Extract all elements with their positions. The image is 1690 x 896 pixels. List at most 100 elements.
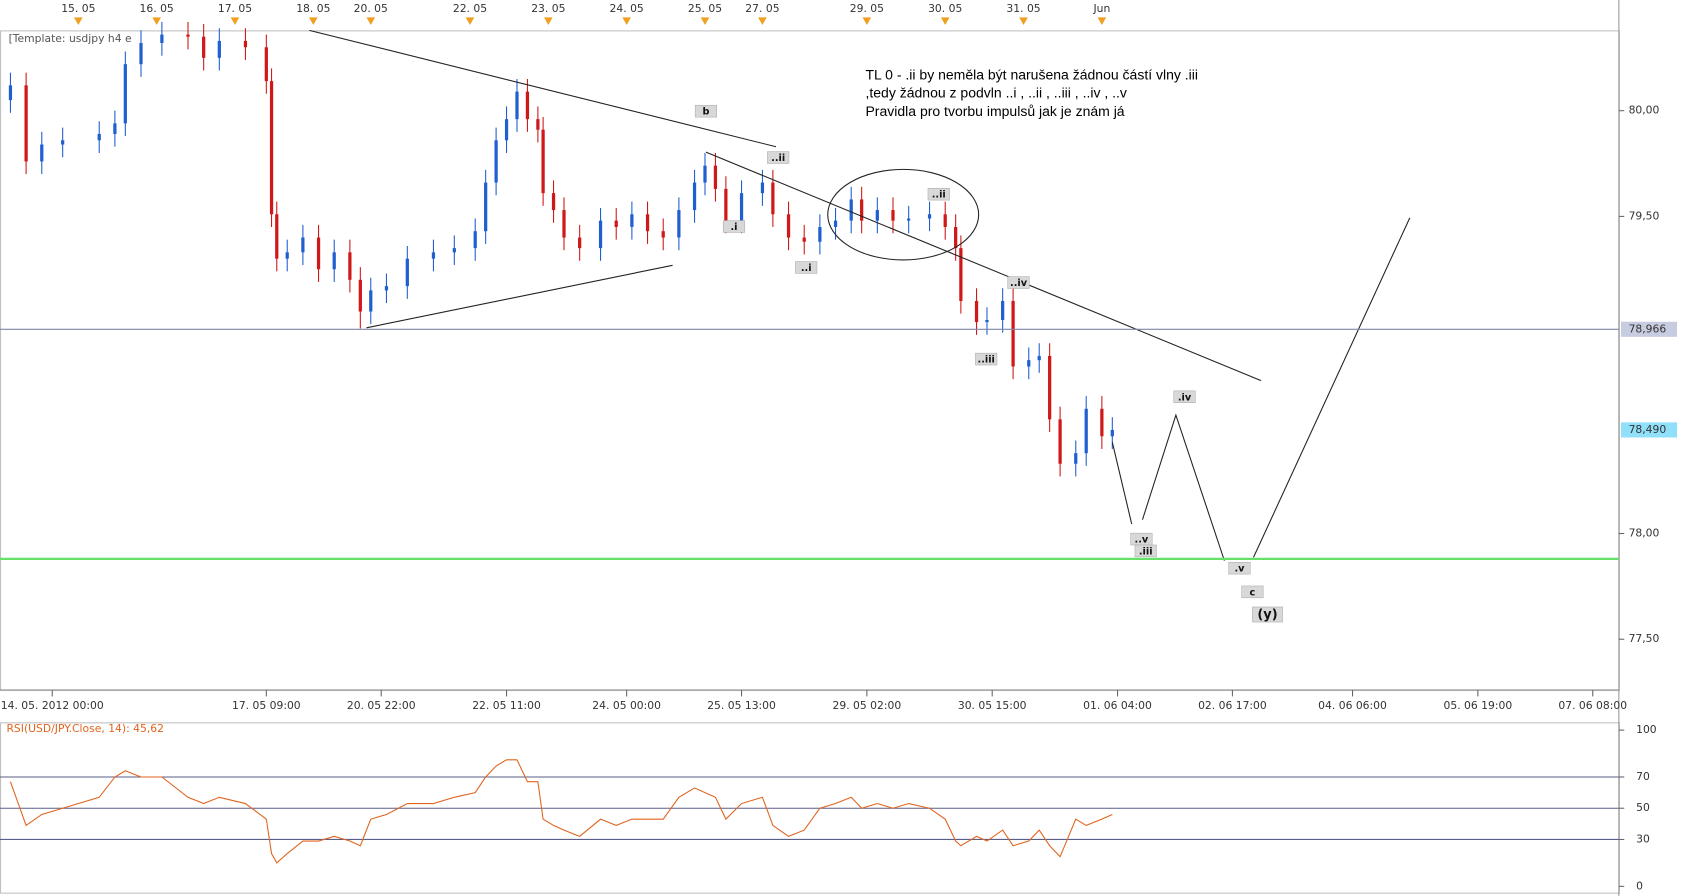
day-marker (1097, 17, 1107, 25)
candle-body (802, 237, 806, 242)
day-marker (940, 17, 950, 25)
candle-body (316, 237, 321, 270)
x-tick-label: 14. 05. 2012 00:00 (1, 699, 104, 712)
wave-label: .i (730, 222, 737, 233)
day-marker-label: 23. 05 (531, 2, 565, 15)
candle-body (562, 210, 566, 238)
candle-body (551, 193, 556, 211)
candle-body (1058, 419, 1062, 464)
candle-body (760, 182, 765, 194)
candle-body (160, 34, 164, 44)
price-box (1621, 321, 1678, 337)
day-marker-label: 22. 05 (453, 2, 487, 15)
candle-body (645, 214, 650, 232)
candle-body (959, 248, 963, 301)
x-tick-label: 30. 05 15:00 (958, 699, 1027, 712)
x-tick-label: 17. 05 09:00 (232, 699, 301, 712)
day-marker-label: 20. 05 (354, 2, 388, 15)
projection (1252, 217, 1411, 558)
candle-body (536, 119, 540, 130)
wave-label-box (1228, 561, 1251, 575)
candle-body (301, 237, 305, 253)
projection (1111, 441, 1133, 525)
candle-body (974, 300, 979, 323)
wave-label: b (702, 107, 709, 118)
candle-body (860, 199, 864, 221)
day-marker-label: 17. 05 (218, 2, 252, 15)
day-marker-label: 18. 05 (296, 2, 330, 15)
candle-body (943, 214, 947, 227)
wave-label-box (1252, 606, 1283, 623)
y-tick-label: 80,00 (1629, 104, 1660, 117)
wave-label-box (1134, 544, 1157, 558)
day-marker (366, 17, 376, 25)
annotation: ,tedy žádnou z podvln ..i , ..ii , ..iii… (865, 85, 1126, 101)
day-marker (152, 17, 161, 25)
candle-body (1100, 408, 1104, 437)
candle-body (348, 252, 352, 280)
wave-label-box (1007, 276, 1030, 289)
candle-body (833, 220, 838, 227)
y-tick-label: 77,50 (1629, 632, 1660, 645)
x-tick-label: 22. 05 11:00 (472, 699, 541, 712)
candle-body (598, 220, 603, 249)
candle-body (186, 34, 190, 37)
candle-body (504, 119, 509, 141)
candle-body (494, 140, 498, 183)
candle-body (849, 199, 853, 221)
candle-body (1011, 300, 1015, 367)
x-tick-label: 29. 05 02:00 (833, 699, 902, 712)
candle-body (452, 248, 456, 253)
price-box (1621, 422, 1678, 438)
annotation: Pravidla pro tvorbu impulsů jak je znám … (865, 103, 1124, 119)
candle-body (907, 218, 911, 221)
wave-label: ..v (1135, 535, 1149, 546)
day-marker-label: 16. 05 (140, 2, 174, 15)
candle-body (1037, 355, 1041, 361)
candle-body (275, 214, 279, 259)
x-tick-label: 07. 06 08:00 (1558, 699, 1627, 712)
wave-label-box (767, 151, 790, 164)
price-pane (0, 30, 1620, 692)
price-label: 78,966 (1629, 322, 1667, 335)
candle-body (786, 214, 791, 238)
y-tick-label: 79,50 (1629, 209, 1660, 222)
candle-body (97, 133, 101, 141)
wave-label-box (1241, 585, 1264, 599)
candle-body (771, 182, 775, 215)
x-tick-label: 24. 05 00:00 (592, 699, 661, 712)
day-marker-label: Jun (1092, 2, 1110, 15)
y-tick-label: 30 (1636, 832, 1650, 845)
y-tick-label: 0 (1636, 879, 1643, 892)
annotation: TL 0 - .ii by neměla být narušena žádnou… (865, 66, 1198, 82)
wave-label-box (1173, 390, 1196, 404)
candle-body (1110, 429, 1114, 437)
candle-body (139, 43, 143, 65)
wave-label: .iii (1139, 546, 1153, 557)
x-tick-label: 05. 06 19:00 (1444, 699, 1513, 712)
candle-body (630, 214, 634, 227)
candle-body (703, 165, 707, 183)
candle-body (739, 193, 744, 221)
y-tick-label: 100 (1636, 723, 1657, 736)
candle-body (217, 40, 221, 58)
x-tick-label: 02. 06 17:00 (1198, 699, 1267, 712)
wave-label-box (694, 104, 718, 118)
candle-body (818, 226, 822, 242)
candle-body (525, 91, 530, 120)
day-marker (758, 17, 767, 25)
wave-label-box (722, 220, 746, 233)
trend-line (309, 29, 777, 148)
day-marker-label: 27. 05 (745, 2, 779, 15)
candle-body (484, 182, 488, 232)
candle-body (1074, 453, 1078, 464)
plot (8, 21, 1114, 477)
day-marker-label: 30. 05 (928, 2, 962, 15)
candle-body (1048, 355, 1052, 420)
candle-body (473, 231, 477, 249)
price-label: 78,490 (1629, 423, 1667, 436)
candle-body (1001, 300, 1005, 320)
day-marker (230, 17, 240, 25)
template-label: [Template: usdjpy h4 e (9, 32, 132, 45)
